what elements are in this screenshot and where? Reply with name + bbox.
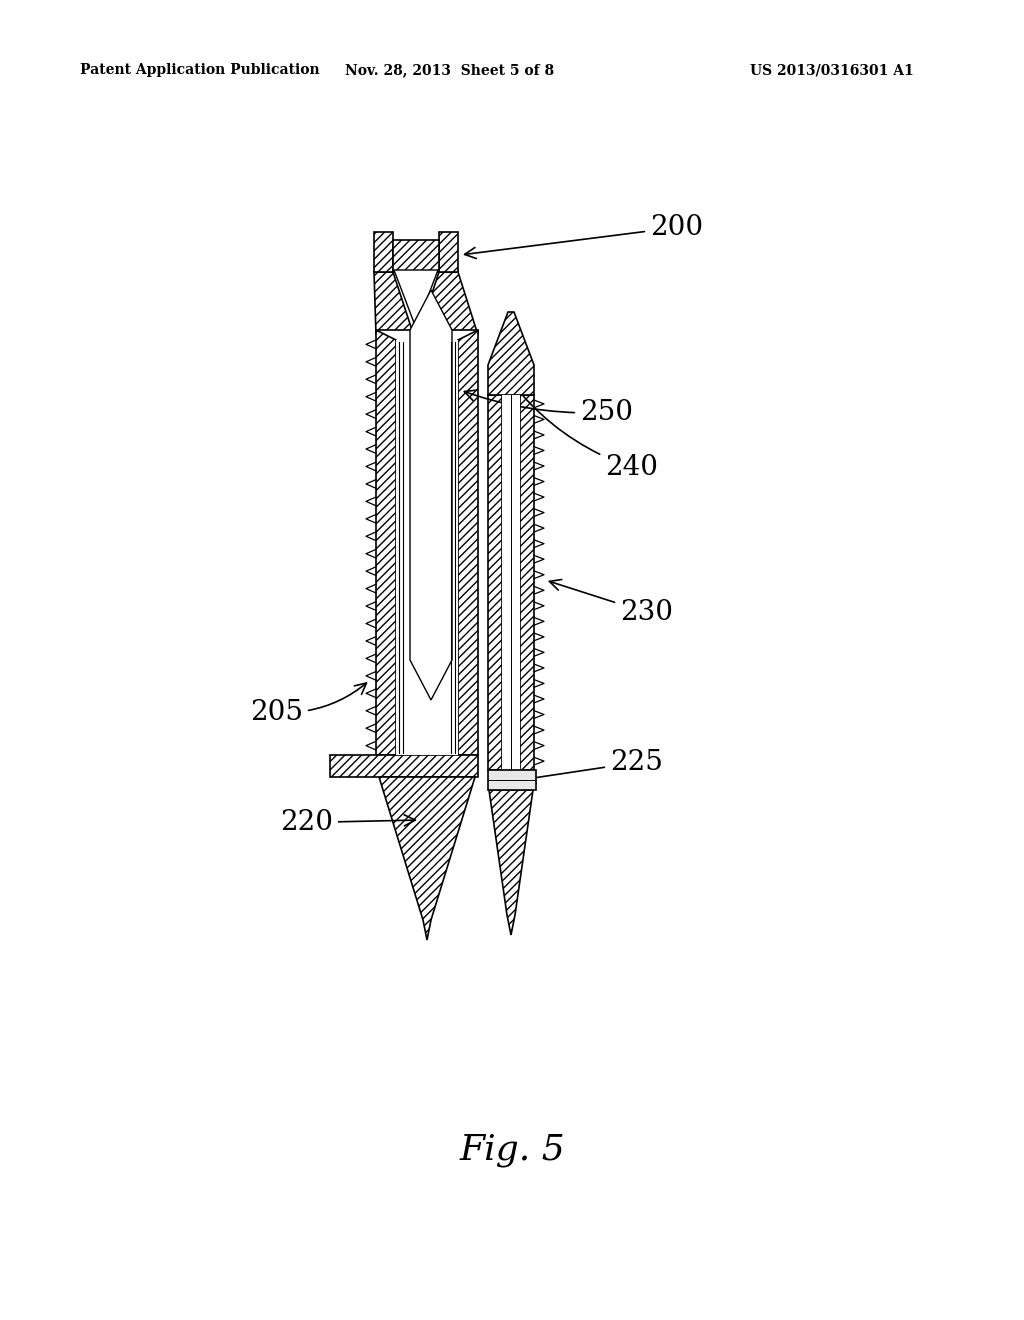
Polygon shape — [458, 330, 478, 755]
Text: 205: 205 — [250, 682, 367, 726]
Polygon shape — [488, 312, 534, 395]
Text: 240: 240 — [513, 384, 658, 480]
Polygon shape — [420, 272, 478, 335]
Polygon shape — [394, 271, 438, 327]
Text: 200: 200 — [465, 214, 703, 259]
Polygon shape — [396, 341, 458, 755]
Polygon shape — [488, 770, 536, 789]
Polygon shape — [374, 232, 393, 272]
Text: Nov. 28, 2013  Sheet 5 of 8: Nov. 28, 2013 Sheet 5 of 8 — [345, 63, 555, 77]
Polygon shape — [374, 272, 412, 335]
Text: 220: 220 — [280, 809, 416, 836]
Text: Fig. 5: Fig. 5 — [459, 1133, 565, 1167]
Polygon shape — [410, 290, 452, 700]
Polygon shape — [330, 755, 478, 777]
Text: US 2013/0316301 A1: US 2013/0316301 A1 — [750, 63, 913, 77]
Polygon shape — [393, 240, 439, 272]
Polygon shape — [489, 789, 534, 935]
Polygon shape — [376, 330, 396, 755]
Polygon shape — [439, 232, 458, 272]
Polygon shape — [379, 777, 475, 940]
Text: 225: 225 — [524, 748, 663, 783]
Polygon shape — [488, 395, 502, 770]
Text: 230: 230 — [550, 579, 673, 626]
Text: 250: 250 — [464, 391, 633, 426]
Polygon shape — [502, 395, 520, 770]
Text: Patent Application Publication: Patent Application Publication — [80, 63, 319, 77]
Polygon shape — [520, 395, 534, 770]
